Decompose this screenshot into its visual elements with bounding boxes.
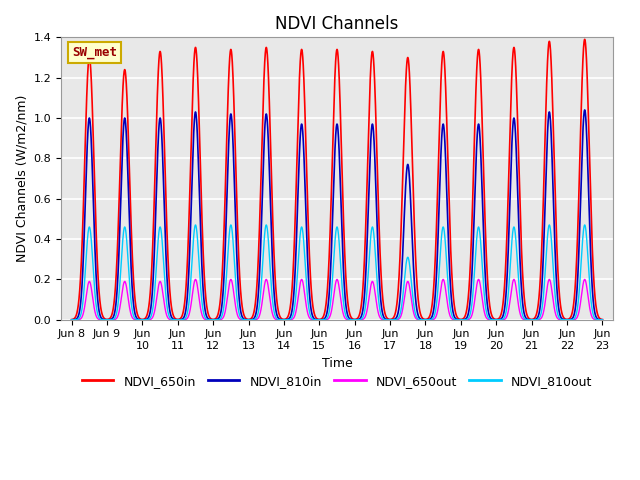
Y-axis label: NDVI Channels (W/m2/nm): NDVI Channels (W/m2/nm) [15, 95, 28, 262]
Title: NDVI Channels: NDVI Channels [275, 15, 399, 33]
X-axis label: Time: Time [322, 357, 353, 370]
Text: SW_met: SW_met [72, 46, 117, 59]
Legend: NDVI_650in, NDVI_810in, NDVI_650out, NDVI_810out: NDVI_650in, NDVI_810in, NDVI_650out, NDV… [77, 370, 597, 393]
